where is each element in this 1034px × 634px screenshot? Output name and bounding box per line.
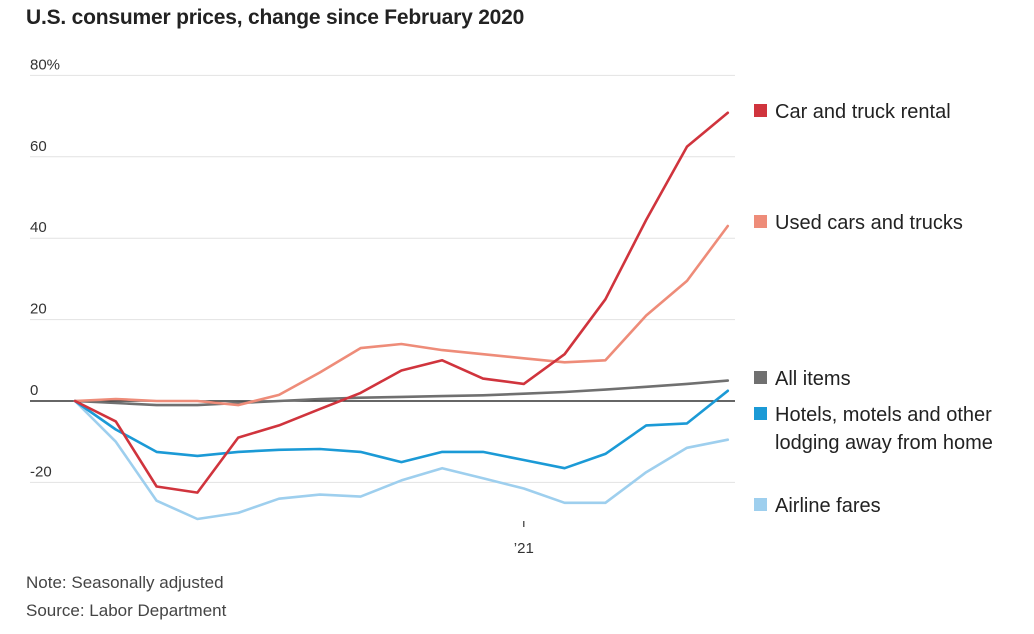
y-tick-label: 80% (30, 56, 60, 73)
legend-hotels: Hotels, motels and other lodging away fr… (754, 401, 1005, 457)
series-line-car-and-truck-rental (73, 111, 730, 494)
y-tick-label: 40 (30, 219, 47, 236)
series-lines (73, 111, 730, 521)
x-tick-label: ’21 (514, 540, 534, 557)
series-line-used-cars-and-trucks (73, 224, 730, 407)
note-text: Note: Seasonally adjusted (26, 573, 224, 592)
legend-label: Airline fares (775, 495, 881, 517)
y-tick-label: 60 (30, 138, 47, 155)
legend-swatch (754, 215, 767, 228)
legend-label: Hotels, motels and other lodging away fr… (775, 404, 993, 454)
legend-swatch (754, 407, 767, 420)
legend-swatch (754, 104, 767, 117)
legend-swatch (754, 371, 767, 384)
gridlines (30, 74, 735, 483)
legend-all-items: All items (754, 365, 851, 393)
y-tick-label: 20 (30, 301, 47, 318)
legend-swatch (754, 498, 767, 511)
legend-car-truck-rental: Car and truck rental (754, 98, 951, 126)
series-line-all-items (73, 379, 730, 407)
series-line-hotels-motels-and-other-lodging-away-from-home (73, 389, 730, 470)
chart-title: U.S. consumer prices, change since Febru… (26, 6, 525, 29)
legend-label: Car and truck rental (775, 101, 951, 123)
source-text: Source: Labor Department (26, 601, 227, 620)
legend-label: Used cars and trucks (775, 212, 963, 234)
legend-used-cars-trucks: Used cars and trucks (754, 209, 963, 237)
series-line-airline-fares (73, 399, 730, 521)
y-tick-label: -20 (30, 463, 52, 480)
x-axis: ’21 (514, 521, 534, 557)
y-tick-label: 0 (30, 382, 38, 399)
y-axis-ticks: 80% 60 40 20 0 -20 (30, 56, 60, 480)
legend-airline-fares: Airline fares (754, 492, 881, 520)
legend-label: All items (775, 368, 851, 390)
